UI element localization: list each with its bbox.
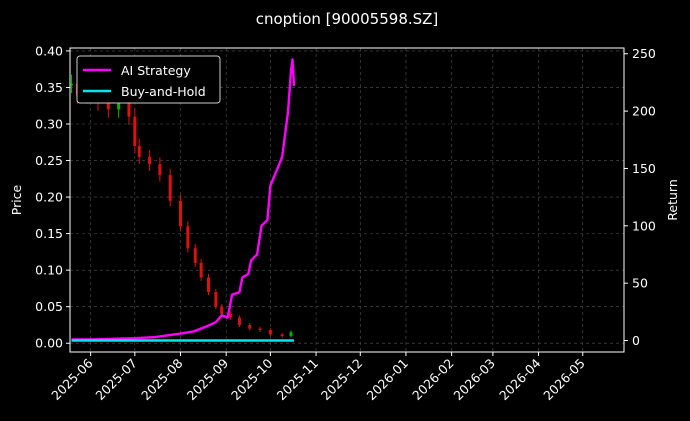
x-tick-label: 2025-06 xyxy=(48,355,96,403)
candle-body xyxy=(158,164,162,176)
x-tick-label: 2026-01 xyxy=(364,356,412,404)
candle-body xyxy=(106,102,110,110)
left-tick-label: 0.40 xyxy=(35,43,63,58)
chart-title: cnoption [90005598.SZ] xyxy=(256,10,439,28)
grid xyxy=(70,48,624,352)
candles xyxy=(69,74,293,338)
y-axis-label-left: Price xyxy=(9,184,24,215)
x-tick-label: 2025-08 xyxy=(138,355,186,403)
candle-body xyxy=(237,317,241,325)
y-axis-label-right: Return xyxy=(665,179,680,220)
left-tick-label: 0.05 xyxy=(35,299,63,314)
x-tick-label: 2026-05 xyxy=(540,356,588,404)
candle-body xyxy=(137,145,141,157)
x-tick-label: 2025-07 xyxy=(92,356,140,404)
left-tick-label: 0.00 xyxy=(35,336,63,351)
legend: AI Strategy Buy-and-Hold xyxy=(76,55,221,104)
candle-body xyxy=(258,328,262,331)
series-line-ai-strategy xyxy=(71,58,296,341)
right-axis: 0 50 100 150 200 250 xyxy=(624,46,656,348)
left-tick-label: 0.25 xyxy=(35,153,63,168)
right-tick-label: 50 xyxy=(632,276,648,291)
x-tick-label: 2026-02 xyxy=(409,356,457,404)
candle-body xyxy=(148,156,152,165)
x-tick-label: 2025-09 xyxy=(184,355,232,403)
candle-body xyxy=(127,98,131,117)
candle-body xyxy=(289,332,293,336)
legend-label-buy-and-hold: Buy-and-Hold xyxy=(121,84,206,99)
x-axis: 2025-062025-072025-082025-092025-102025-… xyxy=(48,352,588,403)
candle-body xyxy=(214,292,218,307)
left-axis: 0.00 0.05 0.10 0.15 0.20 0.25 0.30 0.35 0.40 xyxy=(35,43,70,351)
x-tick-label: 2025-10 xyxy=(228,355,276,403)
right-tick-label: 100 xyxy=(632,218,656,233)
candle-body xyxy=(193,248,197,263)
candle-body xyxy=(248,324,252,329)
left-tick-label: 0.20 xyxy=(35,190,63,205)
series-lines xyxy=(71,58,296,342)
left-tick-label: 0.30 xyxy=(35,117,63,132)
candle-body xyxy=(280,334,284,336)
right-tick-label: 150 xyxy=(632,161,656,176)
candle-body xyxy=(179,200,183,227)
x-tick-label: 2026-03 xyxy=(450,356,498,404)
x-tick-label: 2025-12 xyxy=(318,356,366,404)
legend-label-ai-strategy: AI Strategy xyxy=(121,63,191,78)
candle-body xyxy=(268,330,272,335)
left-tick-label: 0.35 xyxy=(35,80,63,95)
left-tick-label: 0.15 xyxy=(35,226,63,241)
x-tick-label: 2025-11 xyxy=(274,356,322,404)
candle-body xyxy=(133,116,137,146)
right-tick-label: 200 xyxy=(632,104,656,119)
candle-body xyxy=(220,306,224,314)
candle-body xyxy=(186,226,190,249)
candle-body xyxy=(207,277,210,293)
candle-body xyxy=(229,314,233,318)
candle-body xyxy=(168,175,172,201)
right-tick-label: 250 xyxy=(632,46,656,61)
candle-body xyxy=(117,98,121,110)
left-tick-label: 0.10 xyxy=(35,263,63,278)
candle-body xyxy=(69,83,73,86)
plot-frame xyxy=(69,47,625,353)
x-tick-label: 2026-04 xyxy=(496,355,544,403)
candle-body xyxy=(199,262,203,278)
right-tick-label: 0 xyxy=(632,333,640,348)
legend-box xyxy=(76,55,221,104)
